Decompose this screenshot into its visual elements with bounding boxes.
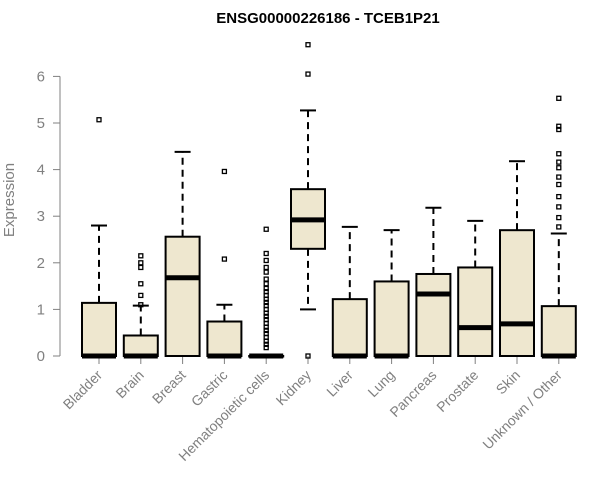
outlier-point bbox=[263, 341, 269, 348]
box-body bbox=[415, 272, 452, 358]
outlier-point bbox=[556, 123, 562, 129]
x-tick-label: Liver bbox=[323, 367, 356, 400]
outlier-point bbox=[305, 71, 311, 77]
outlier-point bbox=[305, 42, 311, 48]
outlier-point bbox=[556, 151, 562, 157]
y-tick-label: 4 bbox=[37, 162, 45, 179]
box-body bbox=[540, 305, 577, 357]
box-gastric bbox=[206, 168, 243, 359]
outlier-point bbox=[263, 276, 269, 282]
box-breast bbox=[164, 150, 201, 357]
box-body bbox=[331, 298, 368, 358]
box-lung bbox=[373, 229, 410, 359]
x-tick-label: Bladder bbox=[60, 367, 106, 413]
box-body bbox=[122, 334, 159, 358]
box-body bbox=[206, 320, 243, 357]
outlier-point bbox=[263, 303, 269, 309]
outlier-point bbox=[305, 353, 311, 359]
box-body bbox=[457, 266, 494, 357]
outlier-point bbox=[263, 250, 269, 257]
outlier-point bbox=[556, 159, 562, 165]
x-tick-label: Prostate bbox=[433, 367, 481, 415]
outlier-point bbox=[556, 126, 562, 133]
box-body bbox=[81, 301, 117, 358]
outlier-point bbox=[263, 264, 269, 271]
box-skin bbox=[499, 160, 535, 357]
box-body bbox=[499, 229, 535, 357]
outlier-point bbox=[556, 95, 562, 101]
y-tick-label: 2 bbox=[37, 255, 45, 272]
outlier-point bbox=[263, 285, 269, 292]
y-tick-label: 5 bbox=[37, 115, 45, 132]
x-tick-label: Kidney bbox=[273, 367, 315, 409]
x-tick-label: Brain bbox=[112, 367, 146, 401]
y-axis-label: Expression bbox=[1, 163, 18, 237]
box-hematopoietic-cells bbox=[248, 226, 285, 359]
outlier-point bbox=[263, 257, 269, 264]
outlier-point bbox=[138, 302, 144, 308]
outlier-point bbox=[138, 264, 144, 271]
box-body bbox=[164, 235, 201, 357]
x-tick-label: Unknown / Other bbox=[479, 367, 565, 453]
box-body bbox=[373, 280, 410, 357]
outlier-point bbox=[263, 226, 269, 232]
box-brain bbox=[122, 253, 159, 359]
outlier-point bbox=[556, 193, 562, 200]
outlier-point bbox=[221, 256, 228, 262]
box-kidney bbox=[290, 42, 326, 359]
outlier-point bbox=[263, 269, 269, 275]
outlier-point bbox=[263, 330, 269, 337]
box-bladder bbox=[81, 117, 117, 359]
outlier-point bbox=[96, 117, 102, 123]
outlier-point bbox=[556, 204, 562, 210]
box-unknown-other bbox=[540, 95, 577, 359]
outlier-point bbox=[556, 174, 562, 180]
outlier-point bbox=[263, 327, 269, 334]
x-tick-label: Breast bbox=[149, 367, 189, 407]
outlier-point bbox=[263, 317, 269, 323]
y-tick-label: 0 bbox=[37, 348, 45, 365]
box-liver bbox=[331, 225, 368, 359]
outlier-point bbox=[263, 289, 269, 295]
y-tick-label: 3 bbox=[37, 208, 45, 225]
y-tick-label: 6 bbox=[37, 68, 45, 85]
box-series bbox=[81, 42, 577, 359]
x-tick-label: Skin bbox=[493, 367, 524, 398]
outlier-point bbox=[263, 281, 269, 287]
outlier-point bbox=[221, 168, 228, 175]
box-pancreas bbox=[415, 206, 452, 358]
outlier-point bbox=[556, 181, 562, 188]
box-prostate bbox=[457, 219, 494, 357]
outlier-point bbox=[263, 299, 269, 306]
outlier-point bbox=[556, 214, 562, 221]
outlier-point bbox=[138, 292, 144, 299]
y-axis: 0 1 2 3 4 5 6 bbox=[37, 68, 61, 365]
outlier-point bbox=[556, 165, 562, 171]
outlier-point bbox=[138, 281, 144, 287]
outlier-point bbox=[263, 313, 269, 320]
outlier-point bbox=[556, 224, 562, 230]
x-tick-label: Lung bbox=[364, 367, 397, 400]
outlier-point bbox=[138, 253, 144, 259]
outlier-point bbox=[138, 260, 144, 266]
chart-title: ENSG00000226186 - TCEB1P21 bbox=[216, 10, 439, 27]
y-tick-label: 1 bbox=[37, 301, 45, 318]
outlier-point bbox=[263, 344, 269, 351]
